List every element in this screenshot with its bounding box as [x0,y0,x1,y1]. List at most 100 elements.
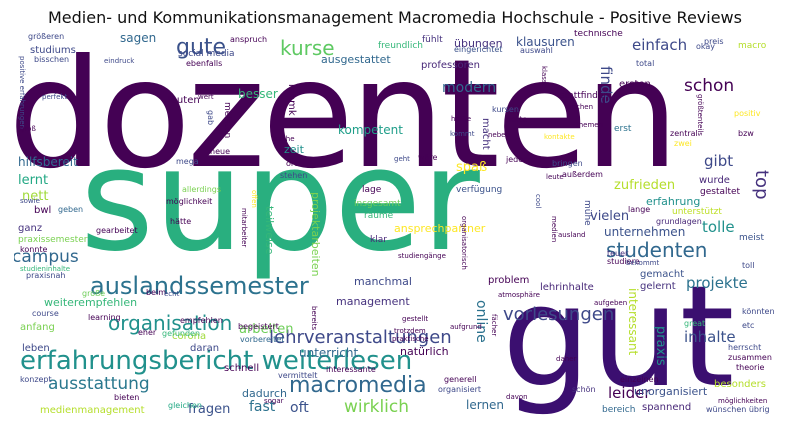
word-erfahrungsbericht: erfahrungsbericht weiterlesen [20,346,413,376]
word-arbeiten: arbeiten [239,322,294,337]
word-bieten: bieten [114,393,140,402]
word-leuten: leuten [168,95,200,106]
word-interessante: interessante [326,365,376,374]
word-leider: leider [608,384,651,402]
word-meisten: meisten [222,102,232,139]
word-waere: wäre [418,153,438,162]
word-dozenten: dozenten [14,30,679,202]
word-haette: hätte [170,217,192,226]
word-lage: lage [362,185,382,195]
word-projektarbeiten: projektarbeiten [309,192,322,277]
word-medienmanagement: medienmanagement [40,405,145,416]
word-davon: davon [506,393,528,401]
word-leben: leben [22,343,50,354]
word-super: super [80,118,480,283]
word-cool: cool [534,194,542,209]
word-herrscht: herrscht [728,343,762,352]
word-beim: beim [146,288,167,297]
word-etc: etc [742,321,755,330]
word-course: course [32,309,59,318]
word-studiengaenge: studiengänge [398,252,446,260]
word-geben: geben [58,205,84,214]
word-positiv: positiv [734,109,761,118]
word-raeume: räume [364,211,394,221]
word-ebenfalls: ebenfalls [186,59,223,68]
word-mega: mega [176,157,199,166]
word-besser: besser [238,87,278,101]
word-fuehlt: fühlt [422,35,443,45]
word-lehrinhalte: lehrinhalte [540,282,594,293]
word-wirklich: wirklich [344,397,410,417]
word-daher: daher [556,355,577,363]
word-sowie: sowie [20,197,40,205]
word-aufgeben: aufgeben [594,299,628,307]
word-oft: oft [290,400,309,416]
word-faecher: fächer [490,314,498,337]
word-top: top [751,170,772,200]
word-gefunden: gefunden [162,329,201,338]
word-groesstenteils: größtenteils [696,94,704,136]
word-eingerichtet: eingerichtet [454,45,503,54]
word-ausstattung: ausstattung [48,374,150,394]
word-problem: problem [488,275,530,286]
word-sagen: sagen [120,31,157,45]
word-aufgrund: aufgrund [450,323,482,331]
word-weiterempfehlen: weiterempfehlen [44,296,138,309]
word-generell: generell [444,375,477,384]
word-finde: finde [597,66,615,104]
word-gab: gab [206,110,215,126]
word-bereich: bereich [602,405,636,415]
word-lernt: lernt [18,173,49,188]
word-nett: nett [22,189,49,204]
word-jederzeit: jederzeit [506,155,541,164]
word-gleichen: gleichen [168,401,202,410]
word-bisschen: bisschen [34,55,70,64]
word-learning: learning [88,313,121,322]
word-allerdings: allerdings [182,185,222,194]
word-vorbereitet: vorbereitet [240,335,285,344]
word-klasse: klasse [540,66,548,88]
word-zwei: zwei [674,139,692,148]
word-leute: leute [546,173,564,181]
word-organisatorisch: organisatorisch [460,216,468,270]
word-gemacht: gemacht [640,269,685,280]
word-studieninhalte: studieninhalte [20,265,71,273]
word-unterricht: unterricht [299,346,359,360]
word-bereits: bereits [310,306,318,331]
word-modern: modern [442,80,497,96]
word-lange: lange [628,205,651,214]
word-organisation: organisation [108,311,233,335]
word-gibt: gibt [704,152,734,170]
word-preis: preis [704,37,724,46]
word-offen: offen [250,190,258,208]
word-grosse: große [82,289,106,298]
word-social-media: social media [178,49,235,59]
word-stehen: stehen [280,171,308,180]
word-besonders: besonders [714,379,766,390]
word-great: great [684,319,706,328]
word-mitarbeiter: mitarbeiter [240,208,248,248]
word-wochen: wochen [566,103,594,111]
word-management: management [336,295,410,308]
word-sogar: sogar [264,397,284,405]
word-zusammen: zusammen [728,353,772,362]
word-spannend: spannend [642,402,692,413]
word-eher: eher [138,328,157,337]
word-lehrveranstaltungen: lehrveranstaltungen [269,327,452,348]
word-wert: wert [198,93,214,101]
word-zentral: zentral [670,129,698,138]
word-gelernt: gelernt [640,281,676,292]
word-eindruck: eindruck [104,57,135,65]
word-anfang: anfang [20,322,55,333]
word-konnte: konnte [20,245,48,254]
word-tolle: tolle [702,218,735,236]
word-praxisnah: praxisnah [26,271,66,280]
word-zeit: zeit [284,143,304,156]
word-freundlich: freundlich [378,41,423,51]
word-interessant: interessant [626,288,640,356]
word-unternehmen: unternehmen [604,225,686,239]
word-positive-erfahrungen: positive erfahrungen [18,56,26,129]
word-daran: daran [190,343,220,354]
word-studiere: studiere [607,257,640,266]
word-vermittelt: vermittelt [278,371,318,380]
